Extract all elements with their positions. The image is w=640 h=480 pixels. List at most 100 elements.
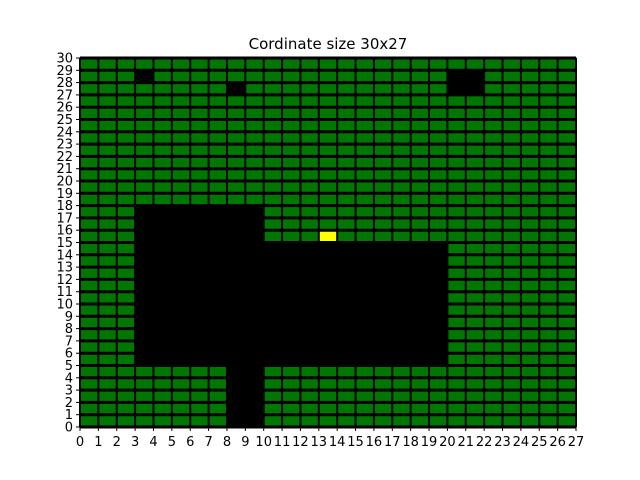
obstacle-cell xyxy=(190,267,209,280)
obstacle-cell xyxy=(171,267,191,280)
obstacle-cell xyxy=(392,279,411,292)
chart-title: Cordinate size 30x27 xyxy=(249,35,408,53)
obstacle-cell xyxy=(410,279,430,292)
obstacle-cell xyxy=(318,279,338,292)
x-tick-label: 8 xyxy=(223,435,231,450)
obstacle-cell xyxy=(226,291,246,304)
obstacle-cell xyxy=(245,402,264,415)
obstacle-cell xyxy=(208,316,227,329)
x-tick-label: 13 xyxy=(311,435,328,450)
obstacle-cell xyxy=(135,340,154,354)
x-tick-label: 25 xyxy=(531,435,548,450)
y-tick-label: 12 xyxy=(56,273,73,288)
obstacle-cell xyxy=(373,353,393,366)
obstacle-cell xyxy=(337,304,356,317)
obstacle-cell xyxy=(373,340,393,354)
x-tick-label: 1 xyxy=(94,435,102,450)
obstacle-cell xyxy=(300,291,319,304)
obstacle-cell xyxy=(245,242,264,255)
obstacle-cell xyxy=(245,365,264,378)
obstacle-cell xyxy=(410,316,430,329)
obstacle-cell xyxy=(190,291,209,304)
y-tick-label: 26 xyxy=(56,101,73,116)
x-tick-label: 4 xyxy=(149,435,157,450)
obstacle-cell xyxy=(392,267,411,280)
obstacle-cell xyxy=(392,304,411,317)
obstacle-cell xyxy=(226,230,246,243)
x-tick-label: 15 xyxy=(347,435,364,450)
obstacle-cell xyxy=(135,316,154,329)
y-tick-label: 23 xyxy=(56,138,73,153)
obstacle-cell xyxy=(208,242,227,255)
x-tick-label: 27 xyxy=(568,435,585,450)
y-tick-label: 14 xyxy=(56,248,73,263)
obstacle-cell xyxy=(263,279,283,292)
obstacle-cell xyxy=(337,267,356,280)
obstacle-cell xyxy=(226,279,246,292)
obstacle-cell xyxy=(410,340,430,354)
obstacle-cell xyxy=(300,254,319,268)
obstacle-cell xyxy=(208,254,227,268)
x-tick-label: 7 xyxy=(204,435,212,450)
y-tick-label: 17 xyxy=(56,211,73,226)
obstacle-cell xyxy=(226,217,246,231)
obstacle-cell xyxy=(318,267,338,280)
x-tick-label: 12 xyxy=(292,435,309,450)
obstacle-cell xyxy=(153,316,172,329)
obstacle-cell xyxy=(300,353,319,366)
target-cell xyxy=(318,230,338,243)
x-tick-label: 9 xyxy=(241,435,249,450)
obstacle-cell xyxy=(282,328,301,341)
obstacle-cell xyxy=(208,291,227,304)
obstacle-cell xyxy=(171,254,191,268)
obstacle-cell xyxy=(300,316,319,329)
obstacle-cell xyxy=(337,242,356,255)
x-tick-label: 14 xyxy=(329,435,346,450)
obstacle-cell xyxy=(392,328,411,341)
obstacle-cell xyxy=(226,340,246,354)
obstacle-cell xyxy=(355,340,374,354)
obstacle-cell xyxy=(245,390,264,403)
obstacle-cell xyxy=(226,353,246,366)
obstacle-cell xyxy=(208,279,227,292)
obstacle-cell xyxy=(245,217,264,231)
obstacle-cell xyxy=(318,328,338,341)
obstacle-cell xyxy=(355,242,374,255)
obstacle-cell xyxy=(300,279,319,292)
obstacle-cell xyxy=(171,279,191,292)
x-tick-label: 0 xyxy=(76,435,84,450)
obstacle-cell xyxy=(245,340,264,354)
y-tick-label: 28 xyxy=(56,76,73,91)
obstacle-cell xyxy=(135,254,154,268)
obstacle-cell xyxy=(429,267,448,280)
obstacle-cell xyxy=(190,217,209,231)
obstacle-cell xyxy=(337,279,356,292)
obstacle-cell xyxy=(135,279,154,292)
obstacle-cell xyxy=(245,267,264,280)
y-tick-label: 15 xyxy=(56,236,73,251)
obstacle-cell xyxy=(153,291,172,304)
obstacle-cell xyxy=(245,377,264,391)
obstacle-cell xyxy=(282,316,301,329)
obstacle-cell xyxy=(226,377,246,391)
obstacle-cell xyxy=(245,304,264,317)
obstacle-cell xyxy=(153,353,172,366)
obstacle-cell xyxy=(171,242,191,255)
obstacle-cell xyxy=(318,316,338,329)
obstacle-cell xyxy=(263,254,283,268)
obstacle-cell xyxy=(135,205,154,218)
obstacle-cell xyxy=(410,242,430,255)
obstacle-cell xyxy=(135,267,154,280)
obstacle-cell xyxy=(355,353,374,366)
obstacle-cell xyxy=(153,230,172,243)
y-tick-label: 7 xyxy=(65,334,73,349)
obstacle-cell xyxy=(373,242,393,255)
obstacle-cell xyxy=(318,254,338,268)
obstacle-cell xyxy=(429,304,448,317)
obstacle-cell xyxy=(135,230,154,243)
y-tick-label: 22 xyxy=(56,150,73,165)
y-tick-label: 6 xyxy=(65,347,73,362)
obstacle-cell xyxy=(226,402,246,415)
y-tick-label: 5 xyxy=(65,359,73,374)
obstacle-cell xyxy=(226,254,246,268)
